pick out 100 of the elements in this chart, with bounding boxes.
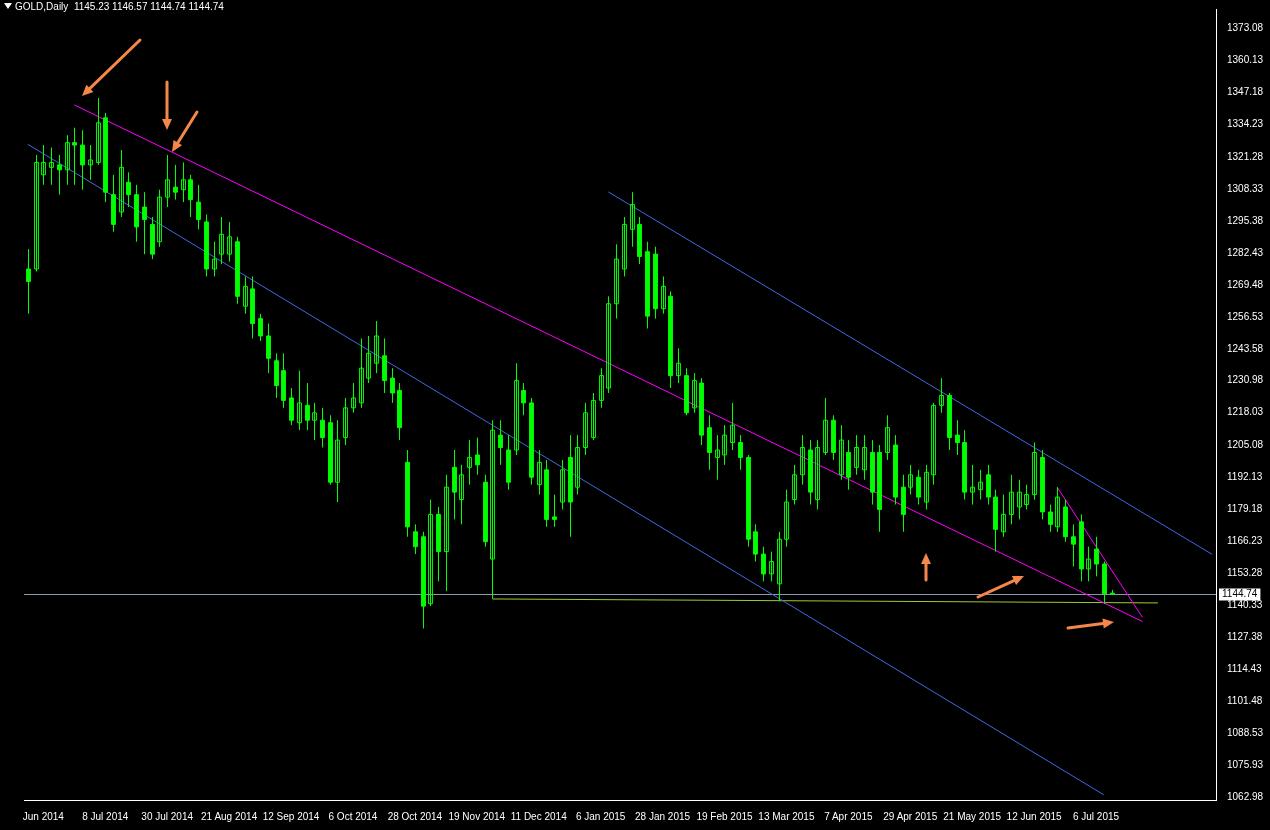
candlestick: [885, 414, 890, 461]
candlestick: [823, 397, 828, 456]
candlestick: [119, 149, 124, 218]
candlestick: [181, 161, 186, 203]
candlestick: [343, 397, 348, 446]
candlestick: [212, 241, 217, 277]
candlestick: [111, 174, 116, 233]
x-tick-label: 12 Jun 2015: [1006, 810, 1063, 822]
candlestick: [962, 429, 967, 501]
candlestick: [514, 362, 519, 456]
candlestick: [96, 97, 101, 166]
candlestick: [645, 241, 650, 330]
candlestick: [784, 489, 789, 548]
candlestick: [1024, 484, 1029, 510]
x-tick-label: Jun 2014: [22, 810, 65, 822]
candlestick: [722, 424, 727, 466]
candlestick: [599, 367, 604, 409]
candlestick: [428, 499, 433, 607]
candlestick: [65, 134, 70, 186]
candlestick: [970, 464, 975, 506]
candlestick: [986, 464, 991, 506]
y-tick-label: 1140.33: [1227, 599, 1263, 611]
candlestick: [335, 419, 340, 503]
candlestick: [854, 434, 859, 476]
candlestick: [374, 320, 379, 374]
candlestick: [34, 154, 39, 273]
candlestick: [243, 275, 248, 315]
candlestick: [366, 335, 371, 384]
y-tick-label: 1153.28: [1227, 566, 1263, 578]
y-tick-label: 1062.98: [1227, 790, 1264, 802]
candlestick: [839, 424, 844, 481]
x-tick-label: 28 Oct 2014: [387, 810, 443, 822]
candlestick: [692, 372, 697, 414]
candlestick: [467, 439, 472, 486]
y-tick-label: 1269.48: [1227, 278, 1264, 290]
candlestick: [204, 214, 209, 277]
candlestick: [560, 459, 565, 510]
candlestick: [219, 216, 224, 265]
candlestick: [661, 275, 666, 315]
candlestick: [359, 337, 364, 409]
candlestick: [800, 434, 805, 486]
candlestick: [281, 352, 286, 409]
y-tick-label: 1166.23: [1227, 534, 1263, 546]
y-tick-label: 1088.53: [1227, 727, 1264, 739]
candlestick: [730, 402, 735, 451]
y-tick-label: 1230.98: [1227, 374, 1264, 386]
candlestick: [157, 189, 162, 248]
x-tick-label: 21 Aug 2014: [201, 810, 258, 822]
candlestick: [328, 414, 333, 486]
x-tick-label: 6 Jan 2015: [575, 810, 626, 822]
candlestick: [738, 434, 743, 471]
x-tick-label: 11 Dec 2014: [510, 810, 568, 822]
x-tick-label: 13 Mar 2015: [758, 810, 815, 822]
y-tick-label: 1218.03: [1227, 406, 1264, 418]
y-tick-label: 1101.48: [1227, 695, 1263, 707]
candlestick: [1017, 479, 1022, 520]
y-tick-label: 1295.38: [1227, 214, 1264, 226]
candlestick: [227, 221, 232, 263]
candlestick: [583, 402, 588, 456]
y-tick-label: 1243.58: [1227, 343, 1264, 355]
candlestick: [908, 464, 913, 496]
candlestick: [591, 392, 596, 441]
y-tick-label: 1075.93: [1227, 758, 1264, 770]
candlestick: [939, 377, 944, 414]
chart-title: GOLD,Daily 1145.23 1146.57 1144.74 1144.74: [15, 0, 224, 13]
candlestick: [297, 370, 302, 431]
y-tick-label: 1282.43: [1227, 246, 1264, 258]
y-tick-label: 1308.33: [1227, 182, 1264, 194]
y-tick-label: 1127.38: [1227, 631, 1263, 643]
x-tick-label: 29 Apr 2015: [883, 810, 938, 822]
candlestick: [715, 434, 720, 481]
y-tick-label: 1179.18: [1227, 502, 1263, 514]
candlestick: [815, 439, 820, 510]
x-tick-label: 7 Apr 2015: [824, 810, 873, 822]
candlestick: [753, 523, 758, 563]
x-tick-label: 6 Oct 2014: [328, 810, 378, 822]
candlestick: [289, 387, 294, 426]
candlestick: [1001, 494, 1006, 538]
candlestick: [792, 464, 797, 506]
candlestick: [630, 191, 635, 248]
candlestick: [924, 464, 929, 510]
candlestick: [978, 469, 983, 501]
candlestick: [1032, 442, 1037, 501]
y-tick-label: 1205.08: [1227, 438, 1264, 450]
candlestick: [165, 154, 170, 208]
candlestick: [1055, 486, 1060, 533]
y-tick-label: 1192.13: [1227, 470, 1263, 482]
candlestick: [1048, 504, 1053, 533]
candlestick: [614, 243, 619, 320]
candlestick: [421, 531, 426, 629]
candlestick: [622, 216, 627, 277]
candlestick: [676, 347, 681, 384]
candlestick: [777, 531, 782, 602]
y-tick-label: 1347.18: [1227, 86, 1264, 98]
x-tick-label: 21 May 2015: [943, 810, 1002, 822]
candlestick: [41, 144, 46, 186]
candlestick: [459, 464, 464, 525]
candlestick: [235, 236, 240, 305]
candlestick: [537, 449, 542, 496]
candlestick: [312, 402, 317, 441]
